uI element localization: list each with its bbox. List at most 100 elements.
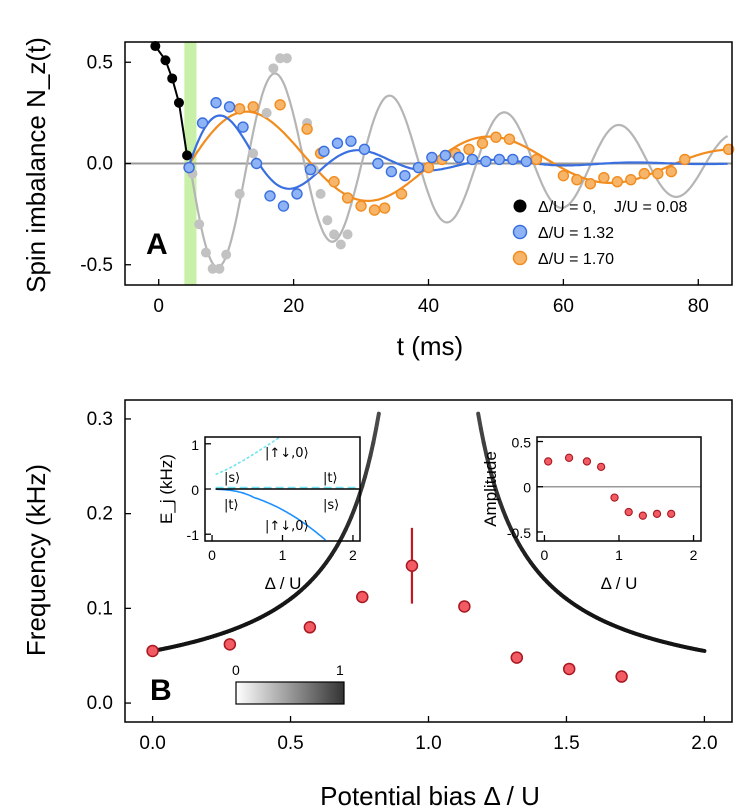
gray-fit-curve	[188, 72, 729, 269]
orange-data-point	[378, 202, 391, 214]
orange-data-point	[530, 153, 543, 166]
gray-data-point	[329, 229, 340, 240]
y-tick-label: 0.0	[87, 154, 113, 175]
orange-data-point	[463, 143, 475, 156]
x-tick-label: 2.0	[691, 733, 717, 754]
orange-data-point	[679, 153, 691, 166]
amplitude-inset-points	[544, 453, 676, 520]
energy-inset-x-title: Δ / U	[265, 574, 302, 593]
orange-data-point	[368, 204, 381, 216]
frequency-curve-right	[481, 440, 489, 458]
upper-state-curve	[215, 437, 280, 476]
amplitude-data-point	[652, 509, 662, 519]
frequency-curve-right	[699, 648, 707, 653]
orange-data-point	[665, 165, 677, 178]
panel-b-curves	[150, 411, 707, 653]
x-tick-label: 80	[688, 296, 709, 317]
amplitude-inset-y-title: Amplitude	[481, 451, 500, 527]
blue-data-point	[196, 117, 209, 129]
blue-data-point	[223, 101, 236, 113]
y-tick-label: 0.2	[87, 504, 113, 525]
amplitude-data-point	[544, 457, 553, 466]
legend-label-black-j: J/U = 0.08	[614, 199, 687, 216]
amplitude-data-point	[638, 511, 648, 520]
amplitude-data-point	[582, 457, 592, 466]
legend-marker-black	[513, 199, 527, 213]
x-tick-label: 0.5	[277, 733, 303, 754]
orange-data-point	[422, 161, 435, 174]
blue-data-point	[210, 97, 222, 109]
blue-data-point	[304, 163, 317, 176]
frequency-data-point	[510, 651, 524, 664]
gray-data-point	[200, 247, 211, 258]
blue-data-point	[520, 155, 532, 168]
panel-a: 0 20 40 60 80 -0.5 0.0 0.5 A Δ/U = 0, J/U = 0.0…	[21, 37, 735, 361]
amplitude-inset: 0 1 2 -0.5 0 0.5 Amplitude Δ / U	[481, 435, 702, 593]
x-tick-label: 0.0	[139, 733, 165, 754]
x-tick-label: 1.0	[415, 733, 441, 754]
y-tick-label: 0.5	[87, 52, 113, 73]
legend-label-black-delta: Δ/U = 0,	[538, 199, 596, 216]
amplitude-data-point	[596, 462, 606, 471]
gray-data-point	[322, 215, 333, 226]
x-tick-label: 1	[279, 547, 287, 563]
blue-data-point	[183, 161, 195, 174]
amplitude-data-point	[624, 507, 633, 517]
orange-data-point	[341, 192, 354, 204]
state-label-lower-left: |t⟩	[224, 498, 239, 513]
x-tick-label: 0	[208, 547, 216, 563]
amplitude-data-point	[610, 493, 619, 502]
orange-data-point	[395, 188, 408, 200]
panel-b-frame	[124, 399, 733, 723]
legend-marker-blue	[512, 224, 528, 240]
gray-data-point	[214, 263, 225, 274]
energy-inset-curves	[215, 437, 360, 541]
state-label-lower-right: |s⟩	[323, 498, 339, 513]
panel-a-points	[150, 41, 735, 274]
x-tick-label: 2	[690, 547, 698, 563]
gray-data-point	[194, 219, 205, 230]
black-data-point	[167, 73, 178, 84]
frequency-curve-right	[476, 411, 483, 431]
gray-data-point	[335, 239, 346, 250]
blue-data-point	[426, 151, 438, 164]
colorbar	[235, 681, 345, 705]
frequency-data-point	[562, 662, 576, 676]
panel-a-label: A	[146, 228, 168, 261]
black-data-point	[150, 41, 161, 52]
blue-data-point	[480, 155, 492, 168]
gray-data-point	[234, 188, 245, 199]
orange-data-point	[233, 103, 246, 115]
legend-label-blue: Δ/U = 1.32	[538, 225, 614, 242]
orange-data-point	[571, 173, 583, 186]
y-tick-label: -1	[187, 527, 200, 543]
frequency-curve-left	[368, 440, 376, 458]
blue-data-point	[331, 137, 344, 149]
black-data-point	[182, 150, 193, 161]
frequency-data-point	[146, 644, 159, 658]
blue-data-point	[318, 145, 330, 158]
colorbar-min-label: 0	[232, 662, 240, 678]
black-data-point	[173, 97, 184, 108]
blue-data-point	[453, 151, 465, 164]
orange-data-point	[722, 143, 735, 156]
state-label-top: |↑↓,0⟩	[265, 446, 309, 461]
y-tick-label: 1	[191, 437, 199, 453]
gray-data-point	[268, 63, 279, 74]
gray-data-point	[248, 148, 259, 159]
orange-data-point	[503, 133, 516, 145]
orange-data-point	[274, 99, 286, 111]
frequency-data-point	[356, 590, 369, 604]
y-tick-label: 0.1	[87, 598, 113, 619]
y-tick-label: 0.0	[87, 693, 113, 714]
panel-b-x-title: Potential bias Δ / U	[320, 781, 540, 811]
y-tick-label: 0.5	[512, 435, 532, 451]
amplitude-inset-x-title: Δ / U	[601, 574, 638, 593]
blue-data-point	[372, 157, 384, 170]
y-tick-label: 0.3	[87, 409, 113, 430]
panel-a-ticks: 0 20 40 60 80 -0.5 0.0 0.5	[80, 52, 709, 317]
amplitude-inset-ticks: 0 1 2 -0.5 0 0.5	[507, 435, 698, 563]
blue-data-point	[399, 169, 411, 182]
state-label-bottom: |↑↓,0⟩	[265, 519, 309, 534]
